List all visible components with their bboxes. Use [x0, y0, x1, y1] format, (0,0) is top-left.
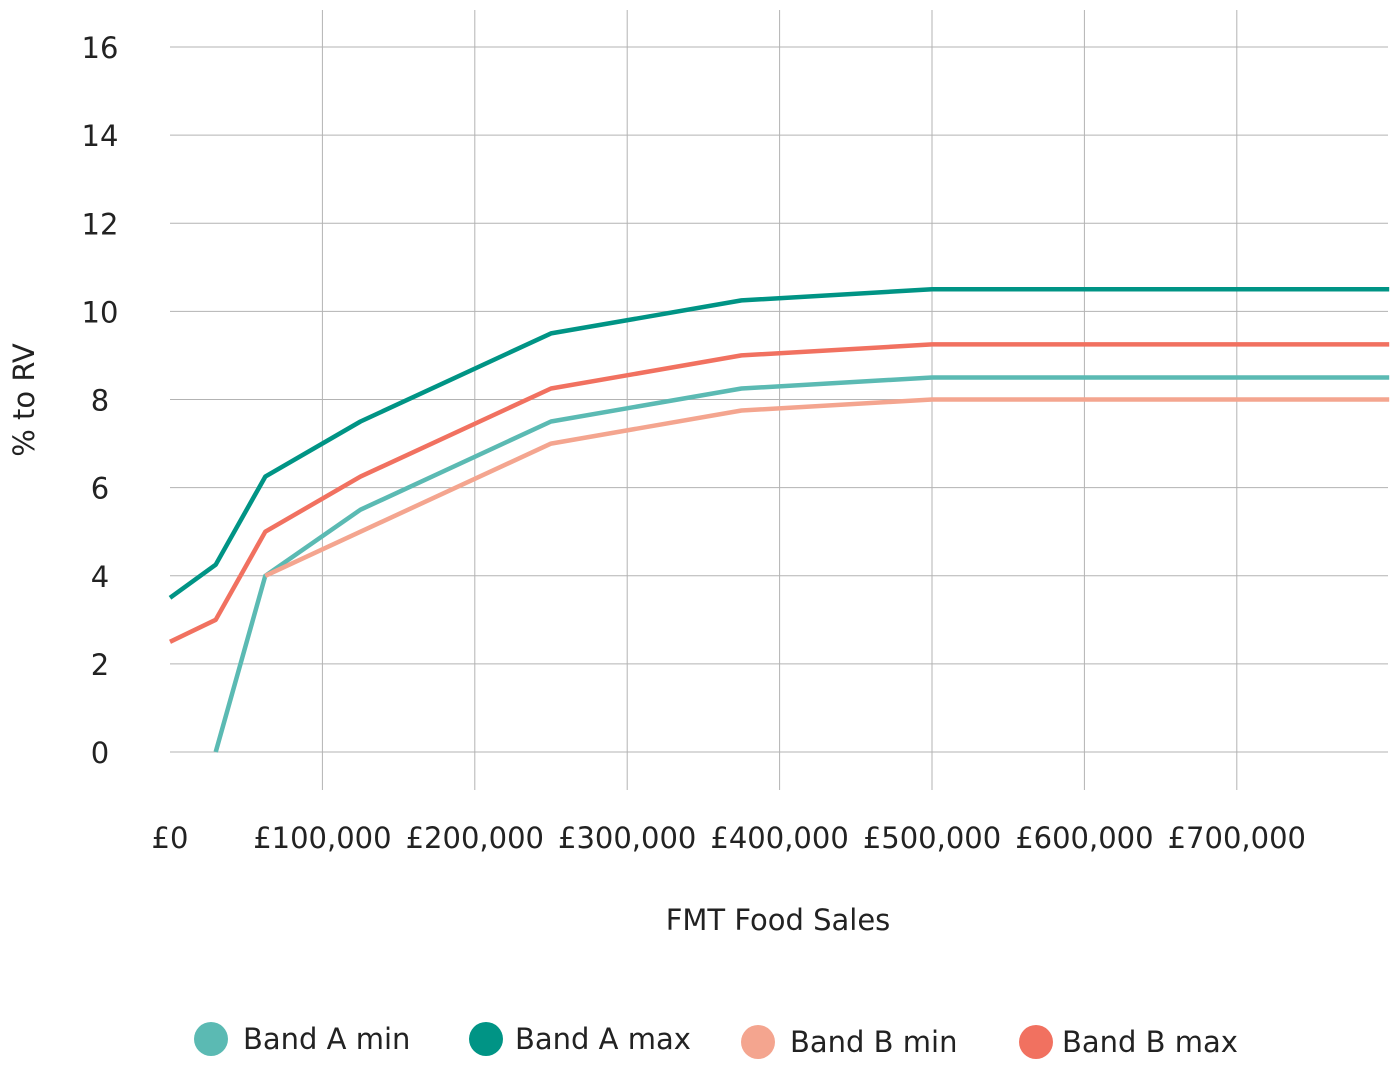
legend-label-band-b-min: Band B min — [790, 1025, 957, 1059]
legend-swatch-band-a-min — [194, 1022, 228, 1056]
y-tick-label: 10 — [82, 295, 119, 329]
series-line-band-b-max — [169, 342, 1390, 644]
y-tick-label: 6 — [91, 472, 109, 506]
series-line-band-a-max — [168, 287, 1390, 600]
x-axis-title: FMT Food Sales — [666, 903, 891, 937]
x-tick-label: £600,000 — [1015, 821, 1153, 855]
y-tick-label: 8 — [91, 384, 109, 418]
legend-label-band-b-max: Band B max — [1062, 1025, 1238, 1059]
y-tick-label: 0 — [91, 736, 109, 770]
x-tick-label: £0 — [152, 821, 189, 855]
series-line-band-a-min — [213, 375, 1390, 753]
legend-swatch-band-a-max — [469, 1022, 503, 1056]
legend-label-band-a-min: Band A min — [243, 1022, 410, 1056]
y-axis-ticks: 0 2 4 6 8 10 12 14 16 — [82, 31, 119, 770]
x-tick-label: £500,000 — [863, 821, 1001, 855]
x-axis-ticks: £0 £100,000 £200,000 £300,000 £400,000 £500,0… — [152, 821, 1306, 855]
y-axis-title: % to RV — [7, 343, 41, 457]
legend-label-band-a-max: Band A max — [515, 1022, 691, 1056]
y-tick-label: 4 — [91, 560, 109, 594]
x-tick-label: £400,000 — [710, 821, 848, 855]
series-line-band-b-min — [264, 397, 1390, 578]
y-tick-label: 14 — [82, 119, 119, 153]
x-tick-label: £700,000 — [1168, 821, 1306, 855]
legend: Band A min Band A max Band B min Band B max — [194, 1022, 1238, 1059]
x-tick-label: £300,000 — [558, 821, 696, 855]
legend-swatch-band-b-min — [741, 1025, 775, 1059]
y-tick-label: 16 — [82, 31, 119, 65]
y-tick-label: 2 — [91, 648, 109, 682]
series-lines — [168, 287, 1390, 753]
legend-swatch-band-b-max — [1019, 1025, 1053, 1059]
x-tick-label: £200,000 — [406, 821, 544, 855]
x-tick-label: £100,000 — [253, 821, 391, 855]
y-tick-label: 12 — [82, 207, 119, 241]
